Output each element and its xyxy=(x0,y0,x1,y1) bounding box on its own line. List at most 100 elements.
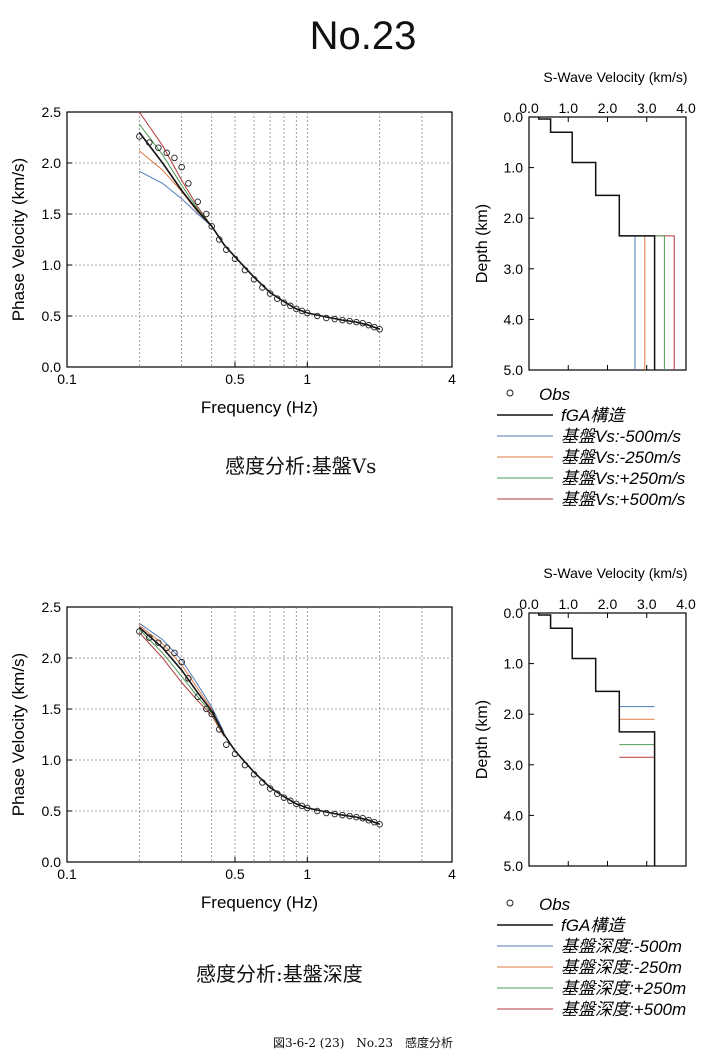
legend-label-4: 基盤深度:+250m xyxy=(561,979,686,998)
y-tick-label: 3.0 xyxy=(504,261,524,277)
x-tick-label: 4 xyxy=(448,866,456,882)
obs-point xyxy=(215,726,223,733)
x-tick-label: 0.0 xyxy=(519,596,539,612)
panel-2-caption: 感度分析:基盤深度 xyxy=(196,962,363,986)
obs-point xyxy=(266,785,274,792)
obs-point xyxy=(280,794,288,801)
obs-point xyxy=(163,149,170,157)
obs-point xyxy=(298,802,306,810)
y-tick-label: 1.0 xyxy=(42,257,62,273)
y-tick-label: 5.0 xyxy=(504,858,524,874)
x-tick-label: 1.0 xyxy=(559,100,579,116)
series-line-4 xyxy=(138,632,225,737)
series-line-3 xyxy=(138,629,225,736)
x-axis-label: Frequency (Hz) xyxy=(201,893,318,912)
obs-point xyxy=(146,634,153,641)
obs-point xyxy=(171,649,178,657)
vs-profile-chart-2: S-Wave Velocity (km/s)0.0 1.0 2.0 3.0 4.00.0… xyxy=(474,565,696,874)
obs-point xyxy=(208,710,215,718)
obs-point xyxy=(274,295,281,302)
obs-point xyxy=(203,210,210,218)
obs-point xyxy=(185,180,192,187)
x-tick-label: 1 xyxy=(303,371,311,387)
obs-point xyxy=(323,314,330,322)
y-tick-label: 1.0 xyxy=(42,752,62,768)
legend-obs-marker xyxy=(506,899,514,907)
y-tick-label: 0.0 xyxy=(504,109,524,125)
figure-caption: 図3-6-2 (23) No.23 感度分析 xyxy=(272,1036,454,1050)
y-tick-label: 2.0 xyxy=(42,155,62,171)
legend-label-0: Obs xyxy=(539,895,571,914)
vs-profile-chart-1: S-Wave Velocity (km/s)0.0 1.0 2.0 3.0 4.00.0… xyxy=(474,69,696,378)
x-tick-label: 0.1 xyxy=(57,866,77,882)
x-tick-label: 0.5 xyxy=(225,371,245,387)
obs-point xyxy=(215,236,223,243)
legend-label-3: 基盤Vs:-250m/s xyxy=(561,448,681,467)
obs-point xyxy=(365,321,372,329)
obs-point xyxy=(178,163,185,171)
series-line-4 xyxy=(138,111,213,227)
obs-point xyxy=(259,284,266,291)
obs-point xyxy=(163,644,170,652)
obs-point xyxy=(155,639,162,646)
obs-point xyxy=(287,302,294,310)
obs-point xyxy=(223,741,230,748)
y-tick-label: 2.0 xyxy=(42,650,62,666)
y-tick-label: 4.0 xyxy=(504,311,524,327)
plot-frame xyxy=(528,116,687,371)
plot-frame xyxy=(66,606,453,863)
obs-point xyxy=(353,813,360,821)
y-axis-label: Phase Velocity (km/s) xyxy=(9,158,28,321)
series-line-3 xyxy=(138,123,213,227)
obs-point xyxy=(136,133,143,140)
y-axis-label: Phase Velocity (km/s) xyxy=(9,653,28,816)
series-line-2 xyxy=(138,625,225,734)
x-tick-label: 4 xyxy=(448,371,456,387)
x-tick-label: 3.0 xyxy=(637,100,657,116)
x-tick-label: 0.1 xyxy=(57,371,77,387)
obs-point xyxy=(359,814,366,822)
y-tick-label: 2.0 xyxy=(504,706,524,722)
obs-point xyxy=(371,818,378,826)
profile-fga-line xyxy=(538,613,656,866)
x-axis-label: Frequency (Hz) xyxy=(201,398,318,417)
page-title: No.23 xyxy=(309,14,417,58)
obs-point xyxy=(331,315,338,323)
plot-frame xyxy=(66,111,453,368)
obs-point xyxy=(223,246,230,253)
y-tick-label: 0.5 xyxy=(42,803,62,819)
obs-point xyxy=(314,312,321,320)
plot-frame xyxy=(528,612,687,867)
profile-title: S-Wave Velocity (km/s) xyxy=(543,69,687,85)
legend-label-2: 基盤Vs:-500m/s xyxy=(561,427,681,446)
obs-point xyxy=(304,804,311,812)
y-tick-label: 2.5 xyxy=(42,599,62,615)
x-tick-label: 4.0 xyxy=(676,100,696,116)
obs-point xyxy=(376,326,383,333)
y-tick-label: 0.0 xyxy=(42,359,62,375)
obs-point xyxy=(371,323,378,331)
obs-point xyxy=(339,316,346,324)
obs-point xyxy=(365,816,372,824)
legend-label-5: 基盤Vs:+500m/s xyxy=(561,490,686,509)
obs-point xyxy=(203,705,210,713)
x-tick-label: 2.0 xyxy=(598,100,618,116)
obs-point xyxy=(274,790,281,797)
series-line-1 xyxy=(139,170,213,227)
obs-point xyxy=(323,809,330,817)
obs-point xyxy=(250,276,258,283)
obs-point xyxy=(250,771,258,778)
obs-point xyxy=(304,309,311,317)
y-tick-label: 1.0 xyxy=(504,160,524,176)
x-tick-label: 1.0 xyxy=(559,596,579,612)
obs-point xyxy=(298,307,306,315)
legend-obs-marker xyxy=(506,389,514,397)
dispersion-chart-1: 0.0 0.5 1.0 1.5 2.0 2.5 0.1 0.5 1 4 Frequency (Hz)… xyxy=(9,104,456,417)
obs-point xyxy=(241,761,249,769)
y-tick-label: 5.0 xyxy=(504,362,524,378)
legend-label-1: fGA構造 xyxy=(561,406,626,425)
y-tick-label: 0.5 xyxy=(42,308,62,324)
obs-point xyxy=(376,821,383,828)
series-line-1 xyxy=(139,622,225,733)
